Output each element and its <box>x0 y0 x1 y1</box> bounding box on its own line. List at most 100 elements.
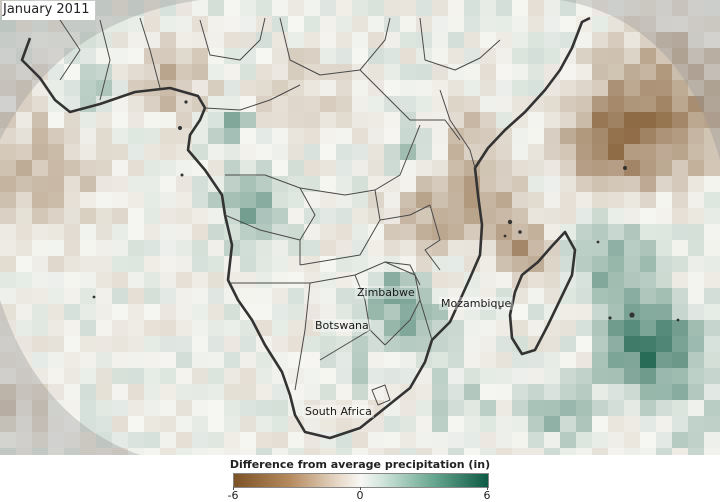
anomaly-cell <box>288 352 304 368</box>
anomaly-cell <box>320 288 336 304</box>
anomaly-cell <box>32 368 48 384</box>
anomaly-cell <box>224 336 240 352</box>
anomaly-cell <box>144 96 160 112</box>
anomaly-cell <box>400 16 416 32</box>
anomaly-cell <box>352 32 368 48</box>
anomaly-cell <box>208 224 224 240</box>
anomaly-cell <box>256 208 272 224</box>
anomaly-cell <box>368 304 384 320</box>
anomaly-cell <box>272 64 288 80</box>
anomaly-cell <box>592 400 608 416</box>
anomaly-cell <box>144 448 160 455</box>
anomaly-cell <box>208 208 224 224</box>
anomaly-cell <box>464 192 480 208</box>
anomaly-cell <box>336 384 352 400</box>
anomaly-cell <box>656 80 672 96</box>
anomaly-cell <box>608 176 624 192</box>
anomaly-cell <box>608 208 624 224</box>
anomaly-cell <box>528 160 544 176</box>
anomaly-cell <box>416 176 432 192</box>
anomaly-cell <box>400 0 416 16</box>
anomaly-cell <box>192 272 208 288</box>
anomaly-cell <box>496 32 512 48</box>
anomaly-cell <box>224 160 240 176</box>
anomaly-cell <box>176 224 192 240</box>
anomaly-cell <box>288 336 304 352</box>
anomaly-cell <box>64 96 80 112</box>
anomaly-cell <box>256 144 272 160</box>
anomaly-cell <box>288 160 304 176</box>
anomaly-cell <box>144 160 160 176</box>
anomaly-cell <box>224 304 240 320</box>
anomaly-cell <box>112 336 128 352</box>
anomaly-cell <box>160 416 176 432</box>
anomaly-cell <box>704 368 720 384</box>
anomaly-cell <box>512 16 528 32</box>
anomaly-cell <box>80 176 96 192</box>
anomaly-cell <box>624 224 640 240</box>
anomaly-cell <box>592 304 608 320</box>
anomaly-cell <box>112 48 128 64</box>
anomaly-cell <box>512 448 528 455</box>
anomaly-cell <box>352 400 368 416</box>
anomaly-cell <box>544 96 560 112</box>
anomaly-cell <box>208 448 224 455</box>
anomaly-cell <box>608 32 624 48</box>
anomaly-cell <box>160 128 176 144</box>
anomaly-cell <box>672 224 688 240</box>
legend-tick-mark-max <box>487 487 488 490</box>
anomaly-cell <box>16 240 32 256</box>
anomaly-cell <box>688 176 704 192</box>
anomaly-cell <box>656 256 672 272</box>
anomaly-cell <box>32 448 48 455</box>
anomaly-cell <box>448 144 464 160</box>
anomaly-cell <box>160 240 176 256</box>
anomaly-cell <box>560 432 576 448</box>
anomaly-cell <box>272 224 288 240</box>
anomaly-cell <box>64 144 80 160</box>
anomaly-cell <box>608 400 624 416</box>
anomaly-cell <box>208 112 224 128</box>
anomaly-cell <box>224 176 240 192</box>
anomaly-cell <box>688 192 704 208</box>
anomaly-cell <box>288 304 304 320</box>
anomaly-cell <box>272 272 288 288</box>
anomaly-cell <box>240 448 256 455</box>
anomaly-cell <box>224 384 240 400</box>
anomaly-cell <box>368 160 384 176</box>
anomaly-cell <box>128 160 144 176</box>
anomaly-cell <box>304 336 320 352</box>
anomaly-cell <box>592 288 608 304</box>
anomaly-cell <box>160 448 176 455</box>
anomaly-cell <box>656 64 672 80</box>
anomaly-cell <box>496 272 512 288</box>
anomaly-cell <box>480 80 496 96</box>
anomaly-cell <box>112 80 128 96</box>
anomaly-cell <box>576 368 592 384</box>
anomaly-cell <box>416 192 432 208</box>
anomaly-cell <box>80 320 96 336</box>
anomaly-cell <box>336 176 352 192</box>
anomaly-cell <box>688 352 704 368</box>
anomaly-cell <box>96 448 112 455</box>
anomaly-cell <box>112 96 128 112</box>
anomaly-cell <box>528 32 544 48</box>
anomaly-cell <box>80 64 96 80</box>
anomaly-cell <box>112 144 128 160</box>
anomaly-cell <box>480 48 496 64</box>
anomaly-cell <box>624 96 640 112</box>
anomaly-cell <box>400 368 416 384</box>
anomaly-cell <box>448 96 464 112</box>
anomaly-cell <box>544 416 560 432</box>
anomaly-cell <box>432 272 448 288</box>
anomaly-cell <box>672 80 688 96</box>
anomaly-cell <box>464 448 480 455</box>
anomaly-cell <box>704 16 720 32</box>
anomaly-cell <box>640 336 656 352</box>
anomaly-cell <box>208 288 224 304</box>
anomaly-cell <box>336 48 352 64</box>
anomaly-cell <box>112 272 128 288</box>
anomaly-cell <box>16 352 32 368</box>
anomaly-cell <box>240 80 256 96</box>
anomaly-cell <box>560 96 576 112</box>
